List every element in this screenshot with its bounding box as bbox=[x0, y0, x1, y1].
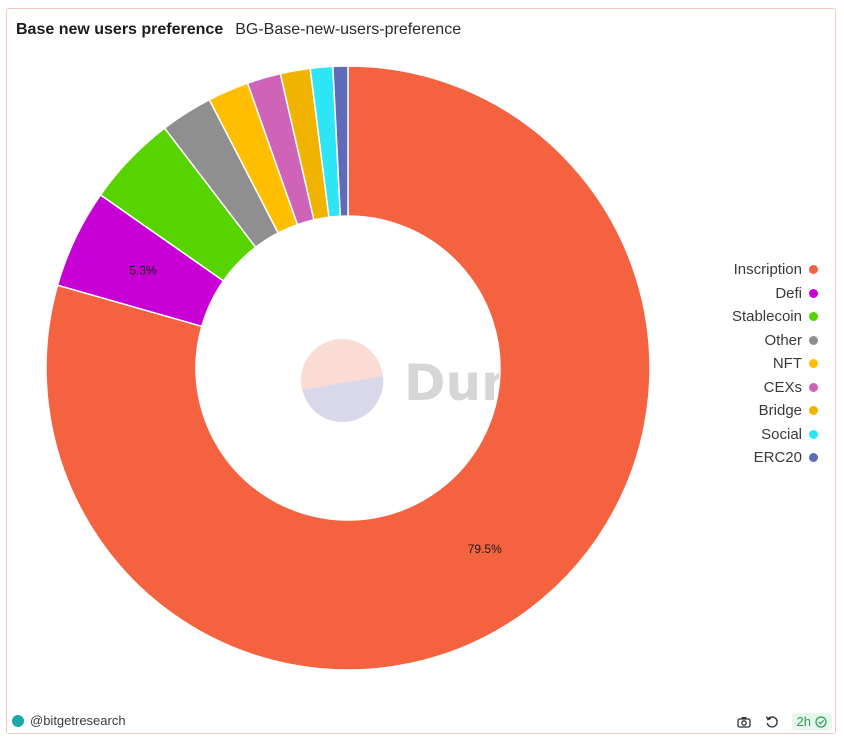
legend-label: NFT bbox=[772, 355, 802, 373]
footer-handle[interactable]: @bitgetresearch bbox=[30, 713, 126, 728]
legend-label: Stablecoin bbox=[731, 308, 802, 326]
watermark-logo-bottom bbox=[302, 376, 384, 422]
legend-label: CEXs bbox=[763, 378, 802, 396]
legend-swatch bbox=[809, 429, 818, 439]
legend-item-inscription[interactable]: Inscription bbox=[732, 258, 818, 282]
legend-item-defi[interactable]: Defi bbox=[732, 282, 818, 306]
legend-swatch bbox=[809, 288, 818, 298]
chart-title: Base new users preference bbox=[16, 21, 224, 38]
legend-label: Defi bbox=[775, 284, 802, 302]
legend-label: Bridge bbox=[758, 402, 802, 420]
chart-subtitle[interactable]: BG-Base-new-users-preference bbox=[235, 21, 462, 38]
legend-label: ERC20 bbox=[753, 449, 802, 467]
data-label-inscription: 79.5% bbox=[468, 542, 502, 556]
legend-item-stablecoin[interactable]: Stablecoin bbox=[732, 305, 818, 329]
refresh-icon[interactable] bbox=[764, 714, 780, 730]
chart-header: Base new users preference BG-Base-new-us… bbox=[16, 21, 461, 39]
legend-item-erc20[interactable]: ERC20 bbox=[732, 446, 818, 470]
legend-swatch bbox=[809, 312, 818, 322]
refresh-badge[interactable]: 2h bbox=[791, 713, 832, 730]
data-label-defi: 5.3% bbox=[129, 263, 157, 277]
legend-item-other[interactable]: Other bbox=[732, 329, 818, 353]
legend-label: Social bbox=[761, 425, 802, 443]
legend-item-nft[interactable]: NFT bbox=[732, 352, 818, 376]
legend-item-bridge[interactable]: Bridge bbox=[732, 399, 818, 423]
footer-credit: @bitgetresearch bbox=[12, 713, 126, 728]
legend-label: Other bbox=[764, 331, 802, 349]
legend-swatch bbox=[809, 265, 818, 275]
camera-icon[interactable] bbox=[736, 714, 752, 730]
legend-swatch bbox=[809, 335, 818, 345]
legend-swatch bbox=[809, 406, 818, 416]
footer-actions: 2h bbox=[736, 713, 832, 730]
legend-item-social[interactable]: Social bbox=[732, 423, 818, 447]
legend-swatch bbox=[809, 359, 818, 369]
slice-erc20[interactable] bbox=[332, 65, 349, 217]
legend-swatch bbox=[809, 382, 818, 392]
legend-label: Inscription bbox=[733, 261, 802, 279]
avatar bbox=[12, 714, 24, 727]
check-circle-icon bbox=[815, 715, 827, 728]
refresh-badge-label: 2h bbox=[796, 714, 811, 729]
slice-inscription[interactable] bbox=[45, 65, 651, 671]
legend-item-cexs[interactable]: CEXs bbox=[732, 376, 818, 400]
chart-legend: Inscription Defi Stablecoin Other NFT CEXs Bri… bbox=[732, 258, 818, 470]
legend-swatch bbox=[809, 453, 818, 463]
